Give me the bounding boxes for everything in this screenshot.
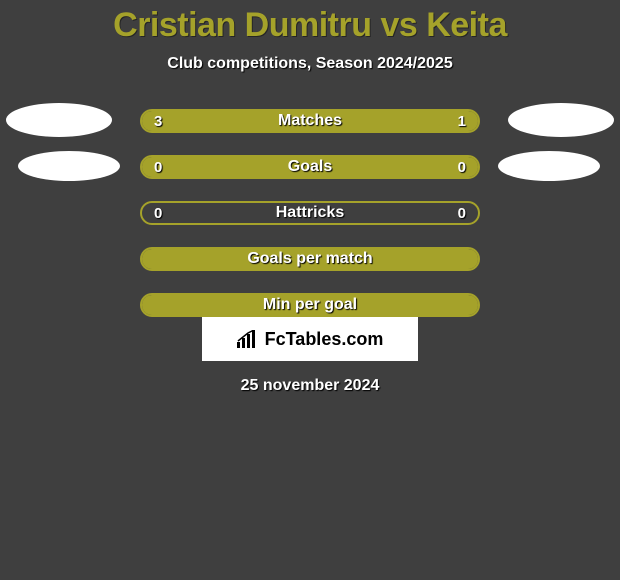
date: 25 november 2024 bbox=[241, 377, 380, 395]
stat-row: Min per goal bbox=[140, 293, 480, 317]
stat-label: Matches bbox=[278, 112, 342, 130]
stat-left-value: 0 bbox=[154, 159, 162, 176]
page-title: Cristian Dumitru vs Keita bbox=[113, 6, 507, 45]
avatar bbox=[498, 151, 600, 181]
stat-label: Goals per match bbox=[247, 250, 372, 268]
bar-fill-left bbox=[142, 111, 394, 131]
stat-row: 0 0 Hattricks bbox=[140, 201, 480, 225]
stats-area: 3 1 Matches 0 0 Goals 0 0 Hattricks Goals per mat… bbox=[0, 109, 620, 317]
stat-right-value: 0 bbox=[458, 159, 466, 176]
stat-left-value: 0 bbox=[154, 205, 162, 222]
stat-row: Goals per match bbox=[140, 247, 480, 271]
comparison-card: Cristian Dumitru vs Keita Club competiti… bbox=[0, 0, 620, 395]
stat-right-value: 0 bbox=[458, 205, 466, 222]
stat-row: 0 0 Goals bbox=[140, 155, 480, 179]
bars-icon bbox=[237, 330, 259, 348]
stat-right-value: 1 bbox=[458, 113, 466, 130]
logo-text: FcTables.com bbox=[265, 329, 384, 350]
stat-left-value: 3 bbox=[154, 113, 162, 130]
subtitle: Club competitions, Season 2024/2025 bbox=[167, 55, 452, 73]
avatar bbox=[18, 151, 120, 181]
logo-box[interactable]: FcTables.com bbox=[202, 317, 418, 361]
stat-row: 3 1 Matches bbox=[140, 109, 480, 133]
stat-label: Goals bbox=[288, 158, 332, 176]
avatar bbox=[508, 103, 614, 137]
stat-label: Hattricks bbox=[276, 204, 344, 222]
stat-label: Min per goal bbox=[263, 296, 357, 314]
avatar bbox=[6, 103, 112, 137]
